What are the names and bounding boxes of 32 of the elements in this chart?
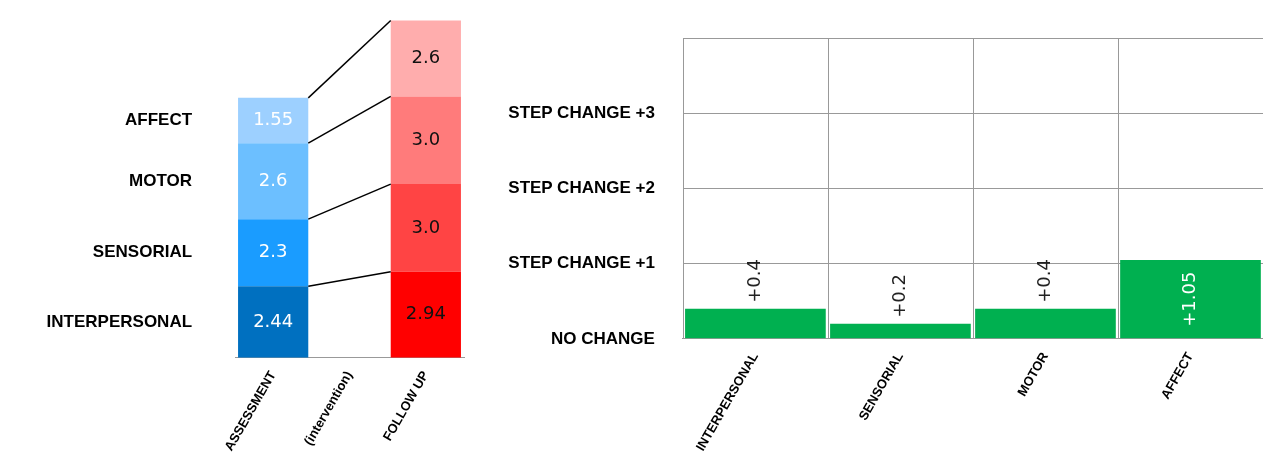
- bar: [685, 308, 826, 339]
- bar: [390, 20, 461, 97]
- bar: [238, 286, 309, 358]
- data-label: 2.6: [258, 168, 288, 190]
- bar: [390, 184, 461, 272]
- y-tick-label: STEP CHANGE +3: [508, 103, 655, 123]
- bar: [975, 308, 1116, 339]
- y-tick-label: NO CHANGE: [550, 328, 655, 348]
- data-label: +0.4: [1033, 259, 1055, 303]
- text: MOTOR: [129, 170, 193, 190]
- data-label: 1.55: [253, 108, 294, 130]
- data-label: 2.6: [411, 46, 441, 68]
- data-label: +0.4: [743, 259, 765, 303]
- y-tick-label: STEP CHANGE +1: [508, 253, 655, 273]
- data-label: 3.0: [411, 215, 441, 237]
- data-label: 2.3: [258, 240, 288, 262]
- y-tick-label: STEP CHANGE +2: [508, 178, 655, 198]
- text: INTERPERSONAL: [46, 311, 193, 331]
- text: SENSORIAL: [92, 242, 193, 262]
- data-label: +1.05: [1178, 271, 1200, 327]
- text: AFFECT: [125, 110, 193, 130]
- bar: [1120, 259, 1261, 339]
- data-label: +0.2: [888, 274, 910, 318]
- bar: [390, 271, 461, 358]
- bar: [238, 143, 309, 220]
- bar: [238, 219, 309, 287]
- bar: [238, 97, 309, 144]
- data-label: 3.0: [411, 127, 441, 149]
- data-label: 2.94: [405, 302, 446, 324]
- bar: [390, 96, 461, 185]
- bar: [830, 323, 971, 339]
- data-label: 2.44: [253, 309, 294, 331]
